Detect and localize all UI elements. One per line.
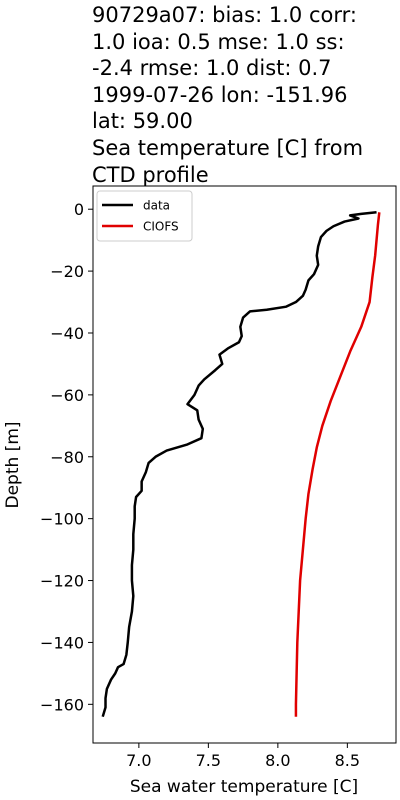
plot-frame xyxy=(92,185,397,744)
chart-title: 90729a07: bias: 1.0 corr: 1.0 ioa: 0.5 m… xyxy=(92,2,392,188)
x-tick-label: 8.0 xyxy=(265,751,290,770)
legend: data CIOFS xyxy=(96,190,193,242)
y-tick-label: −140 xyxy=(40,633,84,652)
title-line: CTD profile xyxy=(92,162,209,187)
legend-box xyxy=(96,190,193,242)
y-tick-label: 0 xyxy=(74,200,84,219)
y-tick-label: −100 xyxy=(40,510,84,529)
title-line: 90729a07: bias: 1.0 corr: xyxy=(92,3,357,27)
title-line: Sea temperature [C] from xyxy=(92,135,364,160)
title-line: 1.0 ioa: 0.5 mse: 1.0 ss: xyxy=(92,29,345,54)
legend-items: data CIOFS xyxy=(102,199,179,234)
y-tick-label: −40 xyxy=(50,324,84,343)
y-tick-label: −120 xyxy=(40,572,84,591)
title-line: 1999-07-26 lon: -151.96 xyxy=(92,82,348,107)
title-line: -2.4 rmse: 1.0 dist: 0.7 xyxy=(92,56,332,81)
y-tick-label: −20 xyxy=(50,262,84,281)
x-axis-label: Sea water temperature [C] xyxy=(130,777,358,797)
x-tick-label: 8.5 xyxy=(335,751,360,770)
legend-label-data: data xyxy=(143,199,170,213)
y-tick-label: −60 xyxy=(50,386,84,405)
series-layer xyxy=(101,211,381,718)
legend-label-ciofs: CIOFS xyxy=(143,220,179,234)
y-axis-label: Depth [m] xyxy=(3,421,23,508)
y-tick-label: −160 xyxy=(40,695,84,714)
series-line-ciofs xyxy=(294,212,381,717)
series-line-data xyxy=(101,211,377,718)
title-line: lat: 59.00 xyxy=(92,109,193,134)
tick-layer: 7.0 7.5 8.0 8.5 0 −20 −40 −60 −80 −100 −120 −140 −16… xyxy=(40,200,360,770)
x-tick-label: 7.0 xyxy=(126,751,151,770)
y-tick-label: −80 xyxy=(50,448,84,467)
x-tick-label: 7.5 xyxy=(196,751,221,770)
